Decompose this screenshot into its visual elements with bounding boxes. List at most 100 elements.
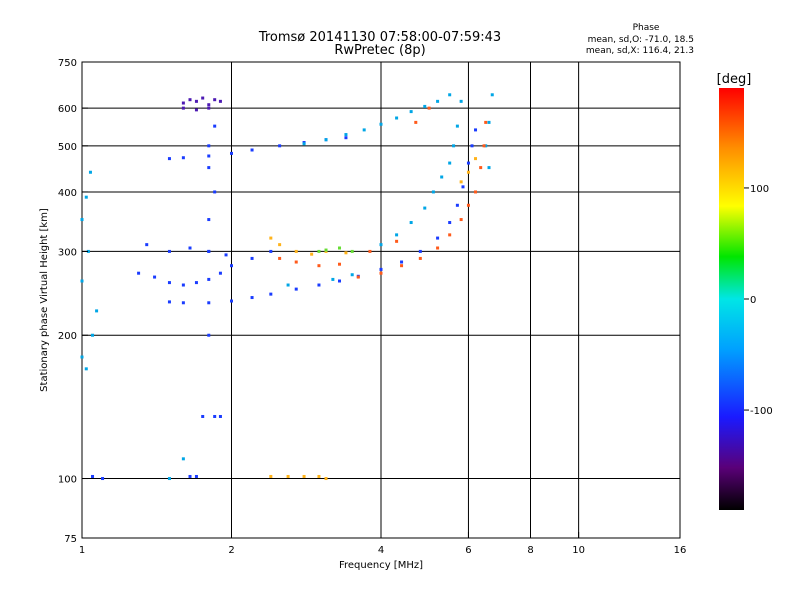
data-point [207, 144, 211, 148]
data-point [331, 277, 335, 281]
data-point [286, 474, 290, 478]
data-point [427, 106, 431, 110]
data-point [207, 277, 211, 281]
data-point [269, 236, 273, 240]
data-point [448, 93, 452, 97]
data-point [474, 190, 478, 194]
data-point [317, 249, 321, 253]
data-point [207, 218, 211, 222]
data-point [181, 101, 185, 105]
data-point [344, 133, 348, 137]
data-point [418, 256, 422, 260]
data-point [167, 477, 171, 481]
data-point [250, 256, 254, 260]
data-point [324, 477, 328, 481]
data-point [324, 248, 328, 252]
data-point [379, 122, 383, 126]
data-point [294, 260, 298, 264]
x-tick-label: 1 [79, 545, 85, 556]
data-point [194, 281, 198, 285]
data-point [218, 271, 222, 275]
data-point [181, 457, 185, 461]
data-point [448, 161, 452, 165]
data-point [207, 154, 211, 158]
data-point [400, 260, 404, 264]
data-point [80, 279, 84, 283]
data-point [269, 292, 273, 296]
data-point [487, 166, 491, 170]
x-tick-label: 16 [674, 545, 687, 556]
data-point [317, 264, 321, 268]
y-tick-label: 75 [64, 534, 77, 545]
data-point [409, 221, 413, 225]
data-points [80, 93, 494, 481]
data-point [423, 206, 427, 210]
colorbar-tick-label: -100 [750, 406, 773, 417]
data-point [490, 93, 494, 97]
x-tick-label: 8 [527, 545, 533, 556]
data-point [448, 233, 452, 237]
data-point [86, 249, 90, 253]
data-point [452, 144, 456, 148]
data-point [436, 99, 440, 103]
x-tick-label: 4 [378, 545, 384, 556]
x-tick-label: 2 [228, 545, 234, 556]
data-point [440, 175, 444, 179]
phase-stats-x: mean, sd,X: 116.4, 21.3 [586, 46, 694, 56]
data-point [482, 144, 486, 148]
data-point [201, 96, 205, 100]
data-point [80, 218, 84, 222]
data-point [448, 221, 452, 225]
data-point [250, 148, 254, 152]
data-point [213, 190, 217, 194]
data-point [278, 256, 282, 260]
data-point [88, 170, 92, 174]
colorbar-label: [deg] [717, 72, 752, 87]
x-tick-label: 6 [465, 545, 471, 556]
data-point [324, 138, 328, 142]
data-point [213, 414, 217, 418]
data-point [317, 283, 321, 287]
data-point [431, 190, 435, 194]
data-point [350, 249, 354, 253]
y-tick-label: 200 [58, 331, 77, 342]
data-point [474, 157, 478, 161]
data-point [84, 367, 88, 371]
data-point [194, 108, 198, 112]
data-point [459, 99, 463, 103]
data-point [137, 271, 141, 275]
data-point [310, 252, 314, 256]
grid-lines [82, 62, 680, 538]
data-point [188, 474, 192, 478]
y-tick-label: 300 [58, 247, 77, 258]
data-point [409, 110, 413, 114]
data-point [181, 301, 185, 305]
data-point [207, 249, 211, 253]
data-point [80, 355, 84, 359]
data-point [302, 142, 306, 146]
colorbar-tick-label: 0 [750, 295, 756, 306]
data-point [188, 98, 192, 102]
y-tick-label: 400 [58, 188, 77, 199]
data-point [250, 296, 254, 300]
phase-stats-o: mean, sd,O: -71.0, 18.5 [588, 35, 694, 45]
data-point [167, 249, 171, 253]
data-point [101, 477, 105, 481]
data-point [474, 128, 478, 132]
x-axis-label: Frequency [MHz] [339, 560, 423, 571]
data-point [356, 275, 360, 279]
data-point [395, 239, 399, 243]
data-point [362, 128, 366, 132]
data-point [213, 98, 217, 102]
data-point [269, 474, 273, 478]
data-point [395, 116, 399, 120]
data-point [379, 243, 383, 247]
data-point [95, 309, 99, 313]
data-point [294, 287, 298, 291]
data-point [436, 236, 440, 240]
data-point [91, 333, 95, 337]
data-point [91, 474, 95, 478]
y-tick-label: 500 [58, 142, 77, 153]
colorbar-ticks: 100 0 -100 [744, 184, 773, 417]
